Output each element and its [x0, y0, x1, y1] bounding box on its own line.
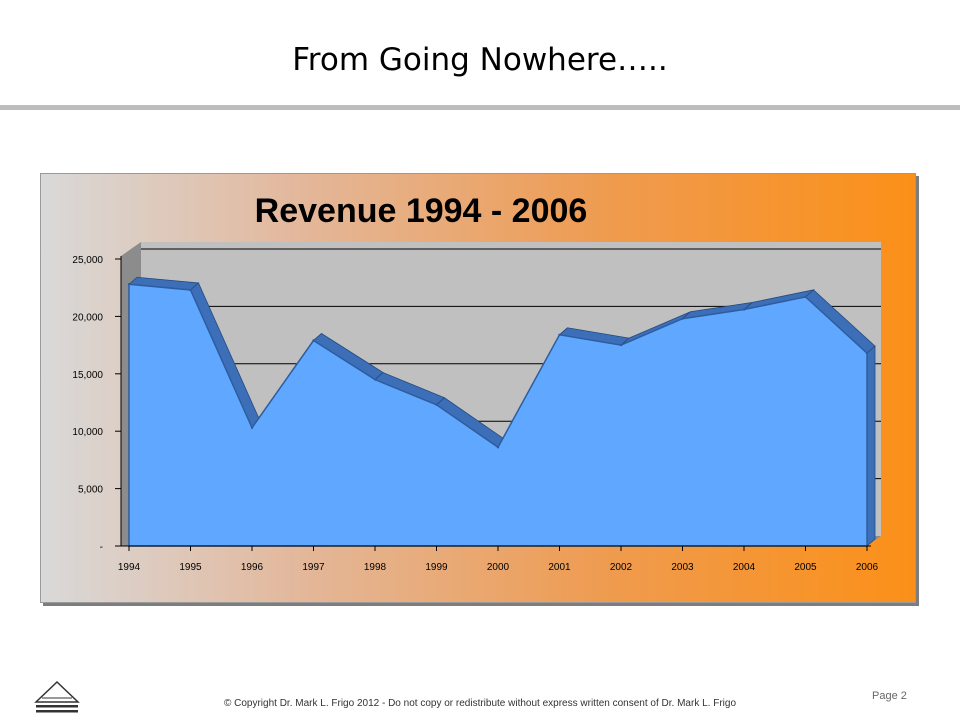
company-logo-icon [34, 680, 80, 713]
x-tick-label: 1994 [118, 562, 141, 573]
data-point [619, 343, 623, 347]
x-tick-label: 2002 [610, 562, 633, 573]
y-tick-label: - [100, 542, 103, 553]
x-tick-label: 2004 [733, 562, 756, 573]
data-point [189, 288, 192, 292]
data-point [681, 317, 684, 320]
data-point [127, 283, 131, 286]
data-point [312, 339, 315, 342]
x-tick-label: 2001 [548, 562, 571, 573]
data-point [742, 308, 746, 311]
chart-canvas: - 5,000 10,000 15,000 20,000 25,000 1994 1995 19… [72, 192, 881, 573]
title-divider [0, 105, 960, 110]
x-tick-label: 1997 [302, 562, 325, 573]
data-point [435, 403, 438, 406]
data-point [865, 351, 869, 355]
page-number: Page 2 [872, 690, 907, 702]
x-tick-label: 1995 [179, 562, 202, 573]
x-tick-label: 2005 [794, 562, 817, 573]
chart-title: Revenue 1994 - 2006 [255, 192, 588, 230]
page-label: Page [872, 690, 898, 702]
x-tick-label: 1996 [241, 562, 264, 573]
page-number-value: 2 [900, 690, 907, 702]
revenue-chart: - 5,000 10,000 15,000 20,000 25,000 1994 1995 19… [40, 173, 916, 603]
x-tick-label: 1998 [364, 562, 387, 573]
area-end-face [866, 345, 876, 547]
data-point [804, 295, 807, 299]
data-point [373, 378, 377, 381]
x-tick-label: 2006 [856, 562, 879, 573]
x-tick-label: 1999 [425, 562, 448, 573]
y-tick-label: 25,000 [72, 255, 103, 266]
revenue-area [128, 283, 868, 547]
y-tick-label: 5,000 [78, 485, 103, 496]
y-tick-label: 10,000 [72, 427, 103, 438]
copyright-notice: © Copyright Dr. Mark L. Frigo 2012 - Do … [223, 698, 737, 709]
x-tick-label: 2000 [487, 562, 510, 573]
x-tick-label: 2003 [671, 562, 694, 573]
data-point [558, 333, 561, 336]
data-point [496, 446, 500, 449]
y-tick-label: 20,000 [72, 312, 103, 323]
slide-title: From Going Nowhere….. [292, 42, 668, 78]
y-tick-label: 15,000 [72, 370, 103, 381]
data-point [250, 426, 254, 429]
